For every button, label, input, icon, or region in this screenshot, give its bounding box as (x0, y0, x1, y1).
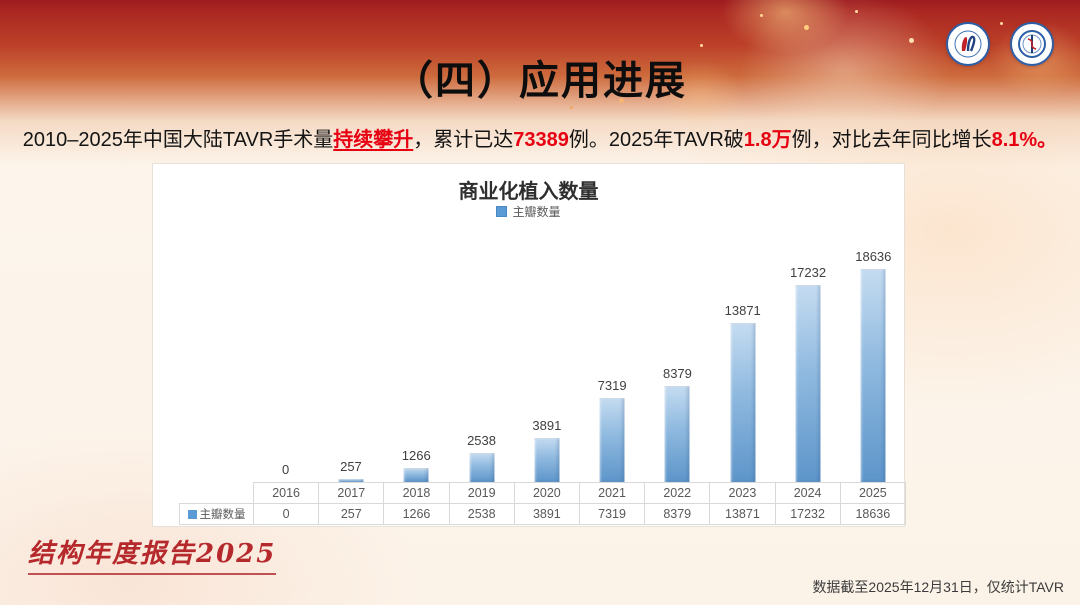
bar-column: 257 (318, 222, 383, 482)
bar-column: 7319 (579, 222, 644, 482)
bar-value-label: 257 (340, 459, 362, 474)
value-cell: 17232 (774, 503, 841, 525)
legend-swatch-icon (496, 206, 508, 217)
bar-column: 3891 (514, 222, 579, 482)
top-red-banner (0, 0, 1080, 168)
year-cell: 2018 (383, 482, 450, 504)
bar-value-label: 8379 (662, 366, 692, 381)
fireworks-decoration (760, 14, 763, 17)
value-cell: 2538 (448, 503, 515, 525)
value-cell: 3891 (513, 503, 580, 525)
report-brand-label: 结构年度报告2025 (28, 533, 277, 575)
series-swatch-icon (187, 510, 197, 519)
bar-value-label: 3891 (532, 418, 562, 433)
year-cell: 2019 (448, 482, 515, 504)
bar-value-label: 17232 (789, 265, 827, 280)
structural-heart-society-logo (946, 22, 990, 66)
key-statistics-line: 2010–2025年中国大陆TAVR手术量持续攀升，累计已达73389例。202… (0, 123, 1080, 152)
bar-value-label: 2538 (467, 433, 496, 448)
year-cell: 2017 (318, 482, 385, 504)
bar (730, 323, 756, 482)
subtitle-highlight: 73389 (513, 129, 569, 151)
subtitle-highlight: 持续攀升 (333, 129, 414, 151)
subtitle-segment: 例。2025年TAVR破 (568, 129, 744, 151)
value-cell: 18636 (839, 503, 907, 525)
data-cutoff-note: 数据截至2025年12月31日，仅统计TAVR (812, 579, 1064, 595)
value-cell: 0 (252, 503, 320, 525)
year-header-row: 2016 2017 2018 2019 2020 2021 2022 2023 2024 2025 (180, 482, 907, 504)
bar-value-label: 13871 (724, 303, 761, 318)
subtitle-highlight: 1.8万 (743, 129, 792, 151)
year-cell: 2023 (709, 482, 776, 504)
legend-label: 主瓣数量 (512, 205, 561, 219)
year-cell: 2025 (839, 482, 907, 504)
year-cell: 2020 (513, 482, 580, 504)
plot-area: 0 257 1266 2538 3891 7319 8379 13871 17232 18636 (253, 222, 906, 482)
bar (403, 468, 429, 482)
bar-column: 8379 (645, 222, 710, 482)
value-cell: 13871 (709, 503, 776, 525)
subtitle-segment: ，累计已达 (413, 129, 514, 151)
value-cell: 257 (318, 503, 385, 525)
value-cell: 1266 (383, 503, 450, 525)
bar (795, 285, 821, 482)
medical-association-logo (1010, 22, 1054, 66)
subtitle-segment: 例，对比去年同比增长 (791, 129, 992, 151)
bar-column: 17232 (775, 222, 840, 482)
chart-title: 商业化植入数量 (458, 181, 599, 203)
page-title: （四）应用进展 (393, 59, 687, 103)
bar (664, 386, 690, 482)
bar-column: 0 (253, 222, 318, 482)
bar (338, 479, 364, 482)
bar-column: 13871 (710, 222, 775, 482)
bar-column: 18636 (841, 222, 906, 482)
series-row-header: 主瓣数量 (179, 503, 254, 525)
value-cell: 8379 (644, 503, 711, 525)
bar (469, 453, 495, 482)
chart-legend: 主瓣数量 (153, 201, 904, 222)
value-cell: 7319 (578, 503, 646, 525)
bar-value-label: 0 (282, 462, 290, 477)
bar-value-label: 18636 (855, 249, 892, 264)
bar (860, 269, 886, 482)
bar (534, 438, 560, 482)
bar (599, 398, 625, 482)
bar-column: 1266 (384, 222, 449, 482)
bar-value-label: 7319 (597, 378, 627, 393)
subtitle-highlight: 8.1%。 (991, 129, 1058, 151)
bar-value-label: 1266 (401, 448, 431, 463)
logo-group (946, 22, 1054, 66)
chart-panel: 商业化植入数量 主瓣数量 0 257 1266 2538 3891 7319 8379 138… (152, 163, 907, 527)
value-row: 主瓣数量 0 257 1266 2538 3891 7319 8379 13871 17232 18… (179, 503, 907, 525)
bar-column: 2538 (449, 222, 514, 482)
year-cell: 2021 (578, 482, 646, 504)
chart-data-table: 2016 2017 2018 2019 2020 2021 2022 2023 2024 2025… (179, 482, 907, 525)
table-corner-cell (180, 483, 254, 504)
year-cell: 2024 (774, 482, 841, 504)
year-cell: 2016 (252, 482, 320, 504)
subtitle-segment: 2010–2025年中国大陆TAVR手术量 (22, 129, 334, 151)
year-cell: 2022 (644, 482, 711, 504)
